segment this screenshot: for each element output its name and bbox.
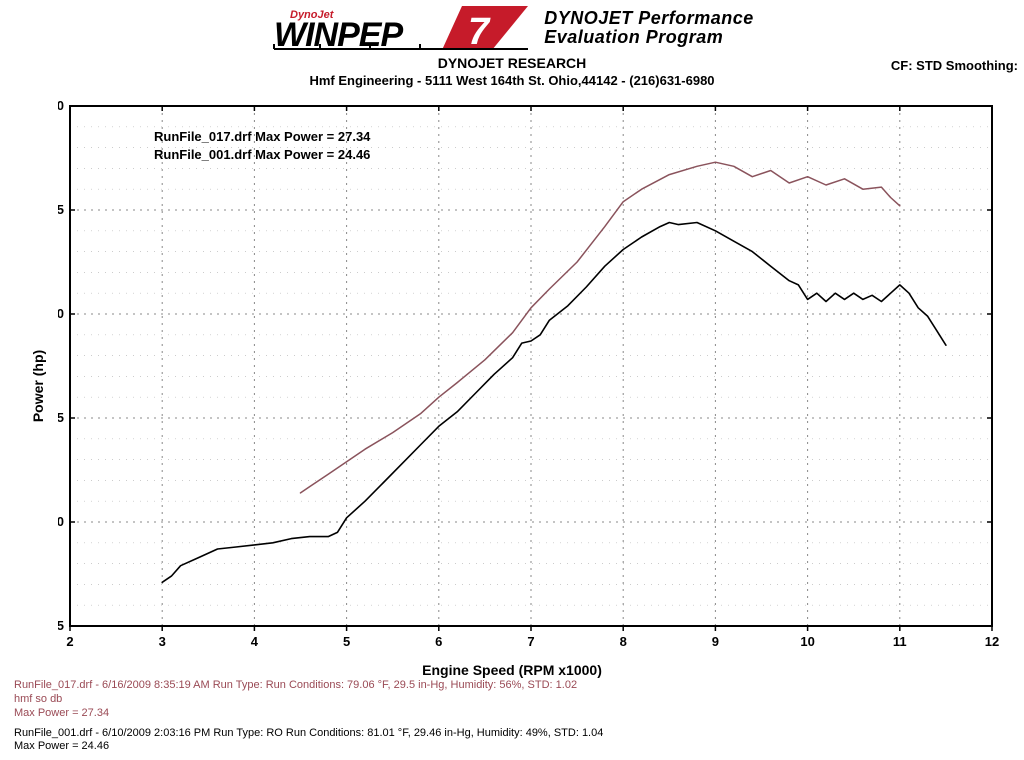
y-axis-label: Power (hp) <box>30 350 46 422</box>
svg-text:7: 7 <box>468 11 491 52</box>
cf-label: CF: STD Smoothing: <box>891 58 1018 73</box>
svg-text:25: 25 <box>58 202 64 217</box>
legend-line-2: RunFile_001.drf Max Power = 24.46 <box>154 146 370 164</box>
plot-svg: 2 3 4 5 6 7 8 9 10 11 12 5 10 15 20 25 30 <box>58 100 1004 654</box>
svg-text:12: 12 <box>985 634 999 649</box>
footer-run017-line1: RunFile_017.drf - 6/16/2009 8:35:19 AM R… <box>14 679 603 693</box>
svg-text:3: 3 <box>159 634 166 649</box>
chart-area: Power (hp) 2 3 4 5 6 7 8 9 10 11 12 5 10 15 20 25 30 Run… <box>10 96 1014 676</box>
svg-text:20: 20 <box>58 306 64 321</box>
svg-text:10: 10 <box>800 634 814 649</box>
company-line: Hmf Engineering - 5111 West 164th St. Oh… <box>0 73 1024 88</box>
svg-text:7: 7 <box>527 634 534 649</box>
svg-text:WINPEP: WINPEP <box>274 16 403 52</box>
svg-text:5: 5 <box>343 634 350 649</box>
svg-text:2: 2 <box>66 634 73 649</box>
footer-run001-line2: Max Power = 24.46 <box>14 740 603 754</box>
svg-text:30: 30 <box>58 100 64 113</box>
footer-run001-line1: RunFile_001.drf - 6/10/2009 2:03:16 PM R… <box>14 727 603 741</box>
subtitle-block: DYNOJET RESEARCH Hmf Engineering - 5111 … <box>0 55 1024 88</box>
svg-text:15: 15 <box>58 410 64 425</box>
tagline-line-1: DYNOJET Performance <box>544 9 754 28</box>
legend: RunFile_017.drf Max Power = 27.34 RunFil… <box>154 128 370 163</box>
footer: RunFile_017.drf - 6/16/2009 8:35:19 AM R… <box>14 679 603 754</box>
svg-text:10: 10 <box>58 514 64 529</box>
header: DynoJet WINPEP 7 DYNOJET Performance Eva… <box>0 4 1024 52</box>
footer-run017-line2: hmf so db <box>14 693 603 707</box>
plot-region: 2 3 4 5 6 7 8 9 10 11 12 5 10 15 20 25 30 RunFile_017.dr… <box>58 100 1004 654</box>
tagline-line-2: Evaluation Program <box>544 28 754 47</box>
research-title: DYNOJET RESEARCH <box>0 55 1024 71</box>
svg-text:8: 8 <box>620 634 627 649</box>
x-axis-label: Engine Speed (RPM x1000) <box>10 662 1014 678</box>
svg-text:9: 9 <box>712 634 719 649</box>
svg-text:6: 6 <box>435 634 442 649</box>
winpep-logo: DynoJet WINPEP 7 <box>270 4 530 52</box>
footer-run017: RunFile_017.drf - 6/16/2009 8:35:19 AM R… <box>14 679 603 720</box>
header-tagline: DYNOJET Performance Evaluation Program <box>544 9 754 47</box>
svg-text:5: 5 <box>58 618 64 633</box>
logo-block: DynoJet WINPEP 7 DYNOJET Performance Eva… <box>270 4 754 52</box>
svg-text:4: 4 <box>251 634 259 649</box>
footer-run001: RunFile_001.drf - 6/10/2009 2:03:16 PM R… <box>14 727 603 755</box>
svg-text:11: 11 <box>893 634 907 649</box>
footer-run017-line3: Max Power = 27.34 <box>14 707 603 721</box>
legend-line-1: RunFile_017.drf Max Power = 27.34 <box>154 128 370 146</box>
